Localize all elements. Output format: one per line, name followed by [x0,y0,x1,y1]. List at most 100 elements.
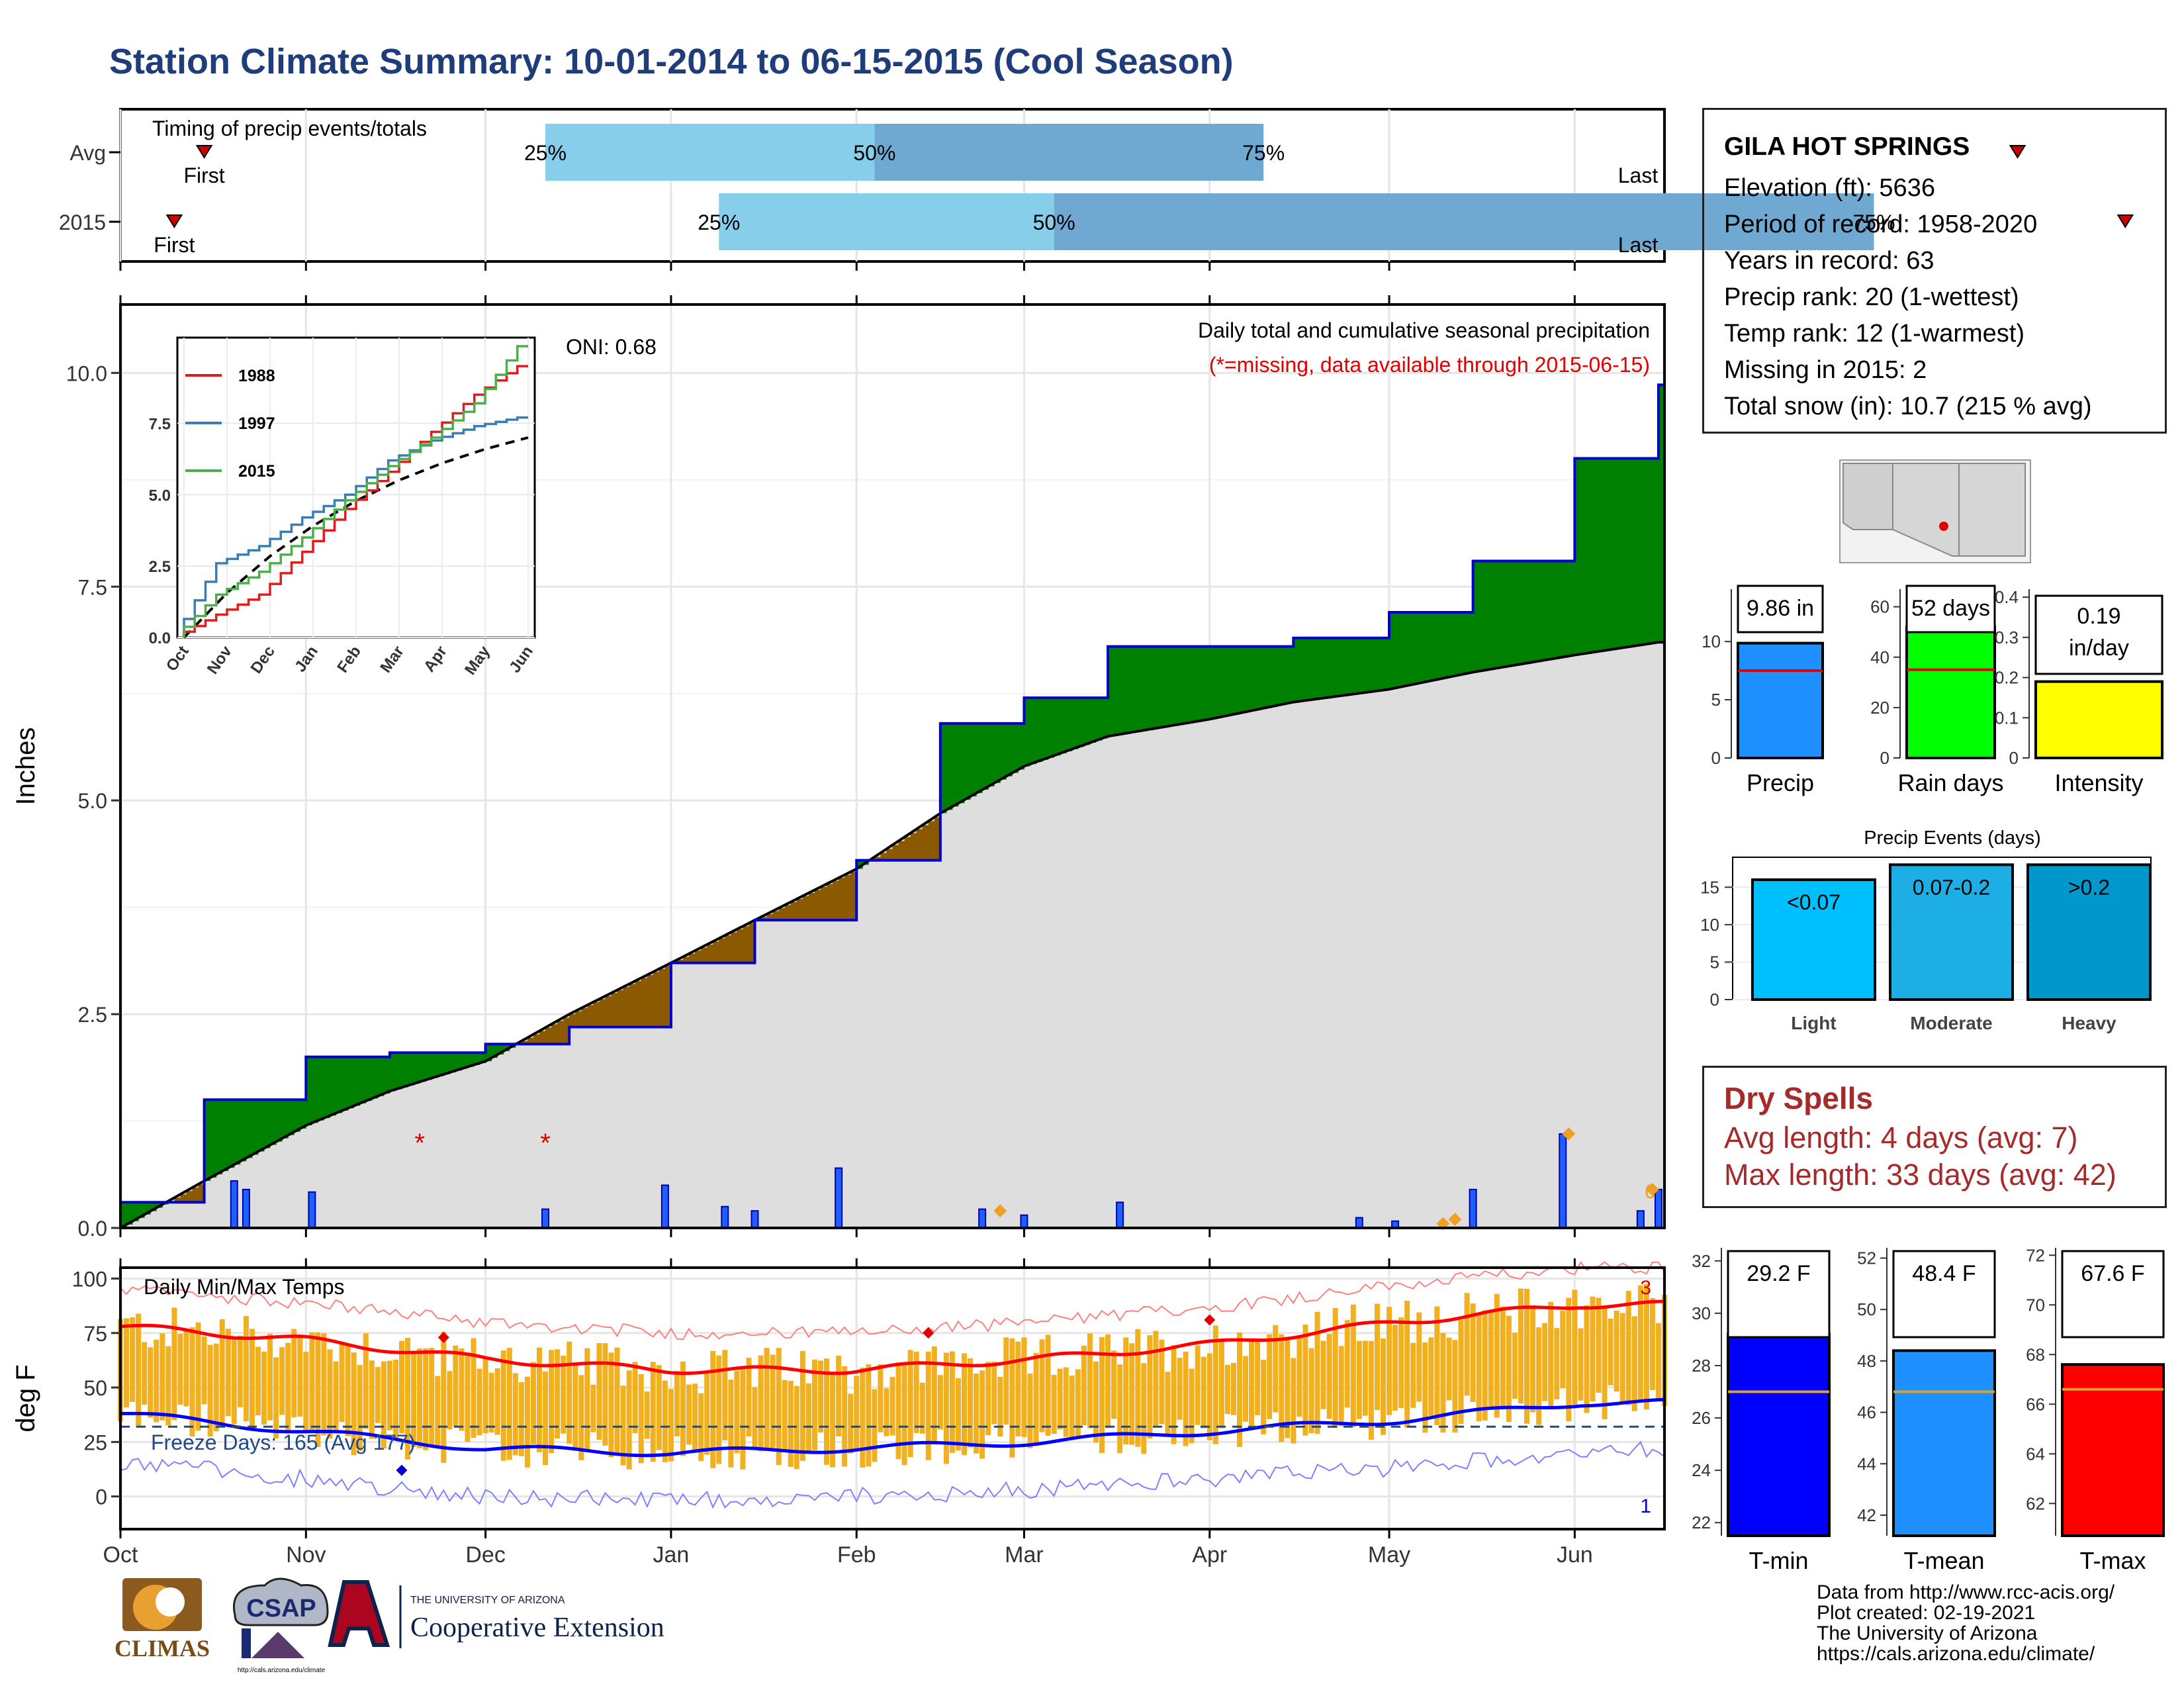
daily-temp-bar [913,1351,919,1433]
above-normal-fill [1616,458,1623,649]
station-temp-rank: Temp rank: 12 (1-warmest) [1724,320,2025,348]
month-label: Apr [1192,1542,1227,1568]
svg-text:CLIMAS: CLIMAS [114,1635,210,1662]
above-normal-fill [257,1100,265,1152]
tsummary-ytick-label: 46 [1857,1403,1876,1423]
tsummary-value-label: 67.6 F [2081,1261,2144,1286]
daily-temp-bar [1596,1297,1602,1393]
daily-temp-bar [1129,1343,1135,1445]
daily-temp-bar [1608,1319,1614,1385]
daily-temp-bar [842,1366,848,1467]
daily-temp-bar [333,1361,339,1433]
above-normal-fill [1024,698,1030,767]
above-normal-fill [1161,646,1168,727]
above-normal-fill [1545,561,1551,661]
above-normal-fill [988,723,995,786]
daily-temp-bar [165,1346,171,1426]
ua-logo: THE UNIVERSITY OF ARIZONA Cooperative Ex… [328,1580,664,1648]
daily-temp-bar [1147,1335,1153,1438]
daily-temp-bar [1063,1367,1069,1437]
timing-p25-label: 25% [524,141,567,165]
daily-temp-bar [500,1350,506,1461]
daily-temp-bar [776,1348,782,1466]
timing-bar-50-75 [874,124,1264,181]
daily-temp-bar [417,1348,423,1448]
tsummary-ytick-label: 22 [1692,1513,1711,1532]
below-normal-fill [192,1188,199,1203]
summary-value-label: 52 days [1911,596,1990,621]
daily-temp-bar [1009,1338,1015,1458]
daily-temp-bar [148,1347,154,1418]
above-normal-fill [1197,646,1205,722]
daily-temp-bar [1212,1325,1218,1444]
daily-temp-bar [1338,1346,1344,1427]
below-normal-fill [778,908,786,920]
station-snow: Total snow (in): 10.7 (215 % avg) [1724,393,2092,420]
daily-temp-bar [1542,1323,1548,1401]
daily-temp-bar [1452,1340,1458,1433]
daily-temp-bar [1189,1368,1195,1444]
above-normal-fill [1227,646,1234,716]
daily-temp-bar [1255,1338,1261,1415]
above-normal-fill [150,1202,157,1211]
daily-temp-bar [261,1351,267,1425]
page-title: Station Climate Summary: 10-01-2014 to 0… [109,42,1234,81]
above-normal-fill [1443,612,1449,679]
daily-precip-bar [721,1205,729,1229]
above-normal-fill [1335,637,1342,697]
above-normal-fill [1580,458,1587,655]
above-normal-fill [1138,646,1144,731]
daily-temp-bar [351,1352,357,1456]
inset-ytick-label: 2.5 [149,558,171,576]
daily-temp-bar [1081,1345,1087,1426]
above-normal-fill [1287,646,1294,704]
above-normal-fill [976,723,983,794]
below-normal-fill [713,941,719,963]
month-label: Jun [1557,1542,1593,1568]
daily-temp-bar [1619,1313,1625,1402]
temp-panel-label: Daily Min/Max Temps [144,1275,344,1299]
daily-temp-bar [1464,1293,1470,1396]
tsummary-ytick-label: 50 [1857,1299,1876,1319]
above-normal-fill [497,1044,504,1055]
tsummary-ytick-label: 72 [2026,1245,2045,1265]
dry-spells-avg: Avg length: 4 days (avg: 7) [1724,1121,2078,1154]
precip-ytick-label: 2.5 [78,1003,107,1027]
above-normal-fill [1275,646,1282,706]
record-high-marker [437,1331,449,1343]
precip-ytick-label: 7.5 [78,575,107,599]
daily-temp-bar [1368,1340,1374,1440]
daily-temp-bar [429,1348,435,1448]
below-normal-fill [575,1011,582,1027]
daily-temp-bar [866,1364,872,1467]
daily-temp-bar [465,1352,471,1442]
daily-temp-bar [764,1348,770,1452]
daily-temp-bar [817,1360,823,1432]
above-normal-fill [1263,646,1270,708]
above-normal-fill [312,1056,318,1123]
timing-bar-50-75 [1054,193,1874,250]
above-normal-fill [1257,646,1264,710]
above-normal-fill [1496,561,1504,669]
last-label: Last [1618,164,1659,187]
below-normal-fill [533,1034,540,1045]
above-normal-fill [234,1100,241,1165]
daily-temp-bar [1470,1303,1476,1402]
daily-temp-bar [536,1347,542,1452]
below-normal-fill [898,841,905,861]
above-normal-fill [1455,612,1462,676]
daily-temp-bar [686,1384,692,1445]
above-normal-fill [282,1100,289,1139]
daily-temp-bar [1506,1315,1512,1422]
daily-temp-bar [1332,1307,1338,1429]
daily-temp-bar [991,1361,997,1425]
daily-temp-bar [937,1375,943,1430]
daily-temp-bar [255,1346,261,1416]
above-normal-fill [1574,458,1581,655]
daily-temp-bar [1560,1311,1566,1389]
below-normal-fill [701,947,707,963]
tsummary-ytick-label: 44 [1857,1454,1876,1474]
daily-temp-bar [620,1385,626,1466]
tsummary-value-box [2061,1250,2165,1338]
daily-temp-bar [177,1333,183,1405]
